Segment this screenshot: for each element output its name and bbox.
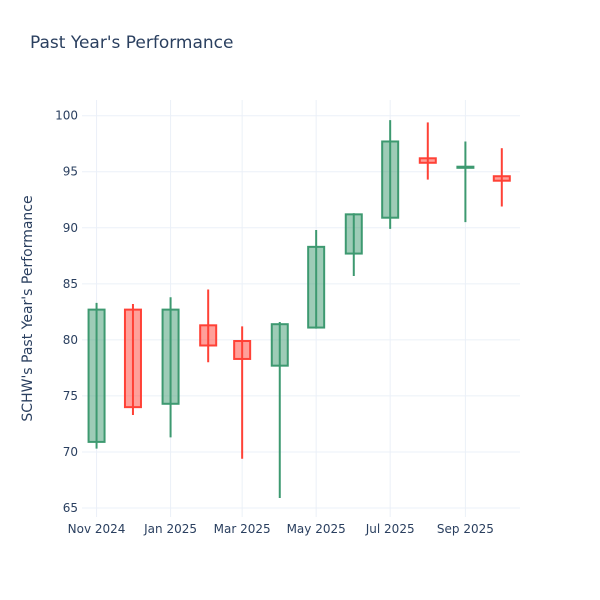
x-tick-label: Nov 2024 — [68, 522, 126, 536]
x-tick-label: Jul 2025 — [365, 522, 415, 536]
y-tick-label: 65 — [63, 501, 78, 515]
y-tick-label: 95 — [63, 165, 78, 179]
y-axis-label: SCHW's Past Year's Performance — [20, 195, 36, 421]
y-tick-label: 75 — [63, 389, 78, 403]
candle-body-increasing — [87, 308, 106, 443]
candle-body-decreasing — [418, 157, 437, 164]
candle-body-increasing — [381, 140, 400, 219]
x-tick-label: May 2025 — [287, 522, 346, 536]
candle-body-increasing — [307, 245, 326, 329]
x-tick-label: Sep 2025 — [437, 522, 494, 536]
y-tick-label: 90 — [63, 221, 78, 235]
y-tick-label: 100 — [55, 109, 78, 123]
candle-body-decreasing — [123, 308, 142, 409]
y-tick-label: 85 — [63, 277, 78, 291]
candle-body-increasing — [456, 165, 475, 169]
y-tick-label: 80 — [63, 333, 78, 347]
chart-title: Past Year's Performance — [30, 33, 234, 53]
x-tick-label: Jan 2025 — [143, 522, 197, 536]
y-tick-label: 70 — [63, 445, 78, 459]
candle-body-increasing — [270, 323, 289, 367]
candle-body-decreasing — [492, 175, 511, 182]
candle-body-increasing — [161, 308, 180, 405]
candle-body-decreasing — [199, 324, 218, 347]
x-tick-label: Mar 2025 — [214, 522, 271, 536]
candle-body-increasing — [344, 213, 363, 255]
candle-body-decreasing — [233, 340, 252, 360]
